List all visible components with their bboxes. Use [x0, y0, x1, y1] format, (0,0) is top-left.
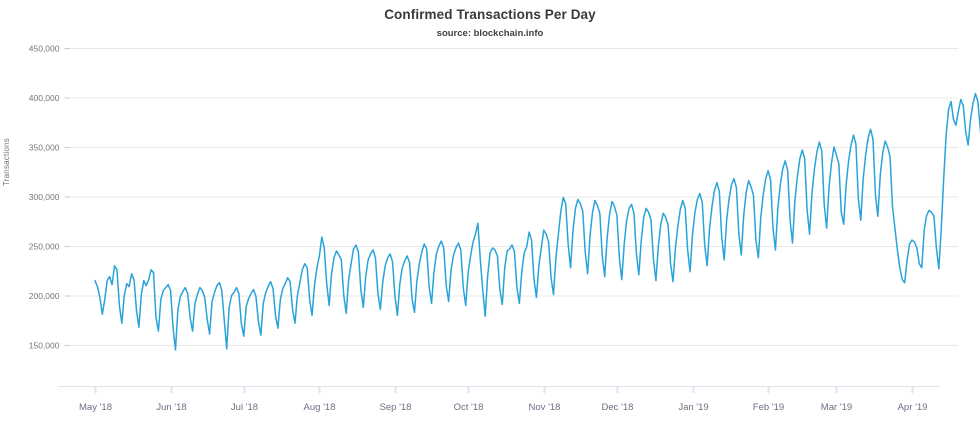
- chart-subtitle: source: blockchain.info: [436, 28, 544, 39]
- data-series: [94, 92, 980, 351]
- x-tick-label: Aug '18: [304, 402, 336, 413]
- y-tick-label: 300,000: [29, 192, 60, 202]
- gridlines: [71, 48, 958, 346]
- x-tick-label: Jul '18: [231, 402, 258, 413]
- y-tick-label: 200,000: [29, 291, 60, 301]
- y-axis-ticks: 150,000 200,000 250,000 300,000 350,000 400,0…: [29, 44, 71, 351]
- x-tick-label: Oct '18: [454, 402, 484, 413]
- series-line-confirmed-transactions: [94, 92, 980, 351]
- x-tick-label: Nov '18: [529, 402, 561, 413]
- y-tick-label: 350,000: [29, 143, 60, 153]
- x-tick-label: Mar '19: [821, 402, 852, 413]
- y-tick-label: 400,000: [29, 93, 60, 103]
- y-tick-label: 250,000: [29, 242, 60, 252]
- y-tick-label: 450,000: [29, 44, 60, 54]
- x-tick-label: Apr '19: [898, 402, 928, 413]
- y-tick-label: 150,000: [29, 341, 60, 351]
- x-tick-label: Dec '18: [602, 402, 634, 413]
- x-tick-label: Feb '19: [753, 402, 784, 413]
- chart-title: Confirmed Transactions Per Day: [384, 7, 596, 22]
- x-tick-label: Sep '18: [380, 402, 412, 413]
- x-tick-label: May '18: [79, 402, 112, 413]
- x-tick-label: Jun '18: [156, 402, 186, 413]
- x-axis: May '18 Jun '18 Jul '18 Aug '18 Sep '18 Oct '…: [58, 385, 940, 413]
- x-tick-label: Jan '19: [678, 402, 708, 413]
